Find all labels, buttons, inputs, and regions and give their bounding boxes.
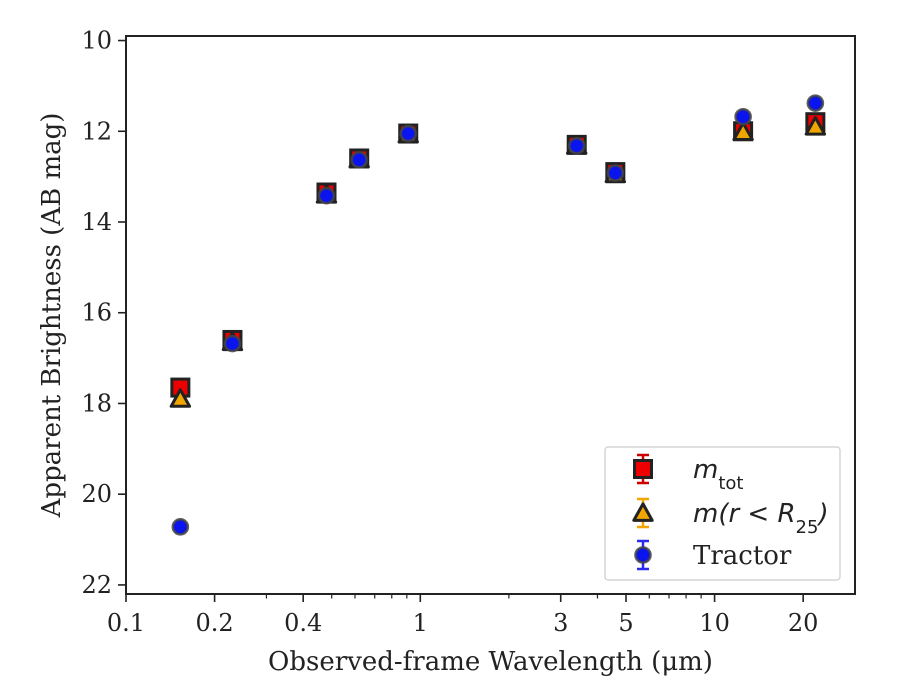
y-tick-label: 12 bbox=[81, 117, 112, 145]
x-tick-label: 5 bbox=[618, 609, 633, 637]
point-tractor bbox=[734, 107, 752, 126]
x-axis-label: Observed-frame Wavelength (μm) bbox=[268, 647, 713, 677]
point-tractor bbox=[806, 94, 825, 112]
points-layer bbox=[169, 94, 827, 536]
y-tick-label: 14 bbox=[81, 208, 112, 236]
legend-marker-mtot bbox=[633, 459, 653, 479]
point-tractor bbox=[350, 151, 368, 169]
series-mr25 bbox=[169, 116, 827, 408]
y-tick-label: 18 bbox=[81, 389, 112, 417]
plot-frame bbox=[125, 35, 856, 595]
y-tick-label: 22 bbox=[81, 571, 112, 599]
ticks-layer: 0.1 0.2 0.4 1 3 5 10 20 10 12 14 16 18 20 22 bbox=[81, 27, 818, 637]
legend-box bbox=[604, 446, 841, 581]
y-tick-label: 10 bbox=[81, 27, 112, 55]
x-tick-label: 20 bbox=[788, 609, 819, 637]
x-tick-label: 0.1 bbox=[107, 609, 145, 637]
legend-marker-tractor bbox=[634, 546, 652, 564]
point-tractor bbox=[399, 124, 418, 143]
series-tractor bbox=[171, 94, 825, 536]
y-axis-label: Apparent Brightness (AB mag) bbox=[37, 113, 67, 519]
x-tick-label: 0.2 bbox=[196, 609, 234, 637]
x-tick-label: 10 bbox=[699, 609, 730, 637]
legend-label-mr25: m(r < R25) bbox=[693, 499, 829, 538]
legend-marker-mr25 bbox=[632, 502, 654, 522]
x-tick-label: 1 bbox=[413, 609, 428, 637]
x-tick-label: 3 bbox=[553, 609, 568, 637]
point-tractor bbox=[567, 136, 586, 155]
series-mtot bbox=[170, 112, 826, 398]
y-tick-label: 20 bbox=[81, 480, 112, 508]
point-mr25 bbox=[804, 116, 827, 136]
y-tick-label: 16 bbox=[81, 299, 112, 327]
legend-label-mtot: mtot bbox=[693, 455, 743, 494]
point-mr25 bbox=[732, 121, 754, 142]
point-mr25 bbox=[169, 388, 192, 408]
legend-label-tractor: Tractor bbox=[693, 541, 792, 571]
legend-markers bbox=[632, 453, 654, 571]
point-tractor bbox=[171, 518, 190, 536]
point-tractor bbox=[223, 334, 242, 353]
x-tick-label: 0.4 bbox=[284, 609, 322, 637]
point-tractor bbox=[606, 164, 625, 182]
legend: mtot m(r < R25) Tractor bbox=[604, 446, 841, 581]
point-tractor bbox=[317, 186, 336, 205]
